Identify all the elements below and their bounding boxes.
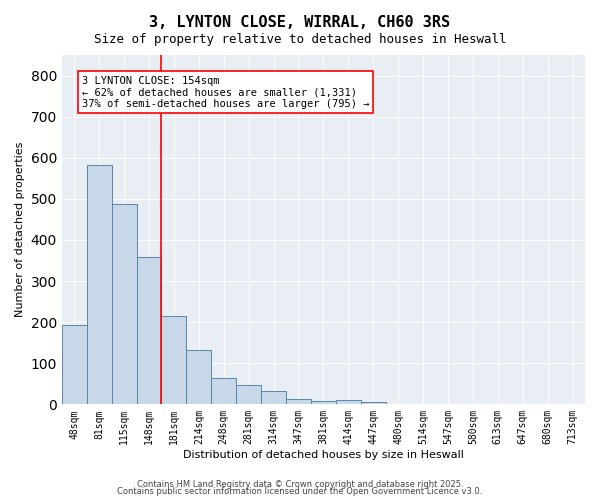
Text: 3 LYNTON CLOSE: 154sqm
← 62% of detached houses are smaller (1,331)
37% of semi-: 3 LYNTON CLOSE: 154sqm ← 62% of detached…: [82, 76, 369, 108]
Bar: [87, 164, 112, 404]
Bar: [112, 204, 137, 404]
Text: 3, LYNTON CLOSE, WIRRAL, CH60 3RS: 3, LYNTON CLOSE, WIRRAL, CH60 3RS: [149, 15, 451, 30]
Bar: [161, 316, 187, 404]
X-axis label: Distribution of detached houses by size in Heswall: Distribution of detached houses by size …: [183, 450, 464, 460]
Bar: [211, 378, 236, 404]
Text: Contains public sector information licensed under the Open Government Licence v3: Contains public sector information licen…: [118, 487, 482, 496]
Text: Contains HM Land Registry data © Crown copyright and database right 2025.: Contains HM Land Registry data © Crown c…: [137, 480, 463, 489]
Bar: [336, 400, 361, 404]
Bar: [236, 384, 261, 404]
Text: Size of property relative to detached houses in Heswall: Size of property relative to detached ho…: [94, 32, 506, 46]
Bar: [361, 402, 386, 404]
Bar: [311, 401, 336, 404]
Bar: [261, 391, 286, 404]
Bar: [187, 350, 211, 405]
Bar: [137, 257, 161, 404]
Y-axis label: Number of detached properties: Number of detached properties: [15, 142, 25, 318]
Bar: [62, 325, 87, 404]
Bar: [286, 398, 311, 404]
